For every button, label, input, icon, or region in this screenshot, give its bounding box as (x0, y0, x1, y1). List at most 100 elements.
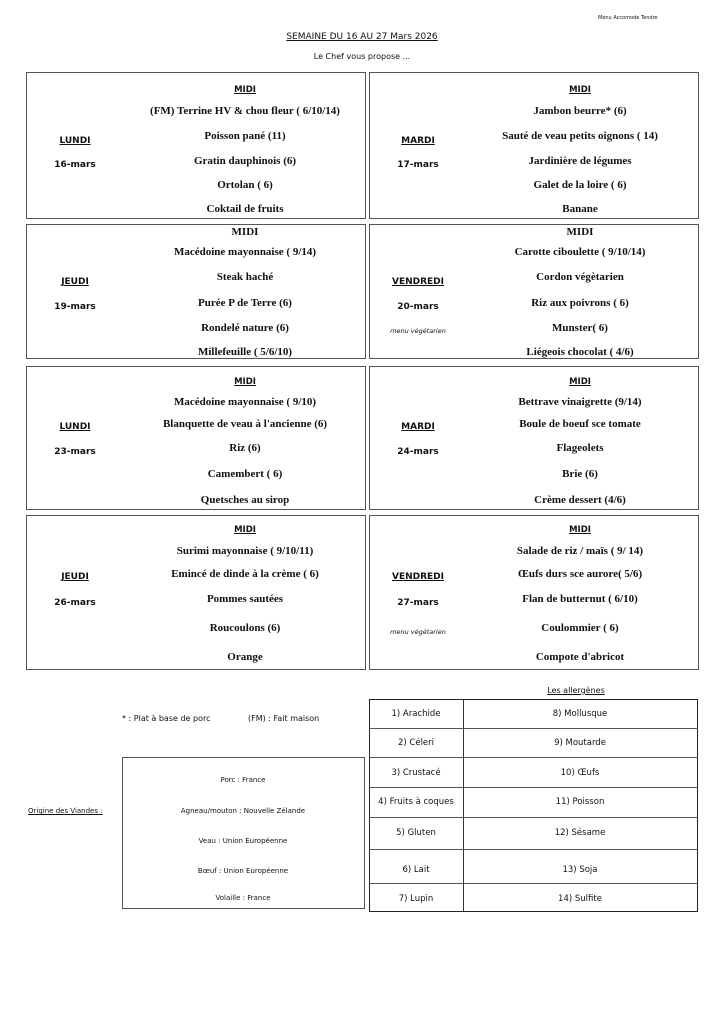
corner-note: Menu Accomode Tendre (598, 15, 658, 21)
allergens-row-line (369, 883, 698, 884)
dish: Carotte ciboulette ( 9/10/14) (514, 246, 646, 258)
dish: Flan de butternut ( 6/10) (522, 593, 638, 605)
meal-label: MIDI (234, 85, 256, 95)
dish: Banane (562, 203, 598, 215)
dish: Brie (6) (562, 468, 598, 480)
meal-label: MIDI (234, 377, 256, 387)
dish: Bettrave vinaigrette (9/14) (518, 396, 642, 408)
day-date: 23-mars (54, 447, 96, 457)
meal-label: MIDI (569, 525, 591, 535)
allergens-title: Les allergènes (547, 686, 605, 695)
day-name: VENDREDI (391, 572, 445, 582)
dish: Cordon végètarien (536, 271, 624, 283)
dish: Riz aux poivrons ( 6) (531, 297, 629, 309)
allergen-item: 7) Lupin (398, 894, 434, 904)
day-date: 24-mars (397, 447, 439, 457)
allergen-item: 14) Sulfite (558, 894, 602, 904)
allergen-item: 10) Œufs (560, 768, 600, 778)
day-box (369, 366, 699, 510)
day-box (369, 515, 699, 670)
day-name: LUNDI (59, 136, 91, 146)
dish: Surimi mayonnaise ( 9/10/11) (176, 545, 314, 557)
allergen-item: 11) Poisson (555, 797, 605, 807)
meal-label: MIDI (569, 85, 591, 95)
day-box (26, 72, 366, 219)
day-name: MARDI (401, 422, 435, 432)
dish: Rondelé nature (6) (201, 322, 289, 334)
allergens-row-line (369, 757, 698, 758)
meal-label: MIDI (231, 226, 259, 238)
allergen-item: 6) Lait (402, 865, 430, 875)
dish: Ortolan ( 6) (217, 179, 273, 191)
dish: Salade de riz / maïs ( 9/ 14) (516, 545, 644, 557)
dish: Purée P de Terre (6) (198, 297, 292, 309)
page-title: SEMAINE DU 16 AU 27 Mars 2026 (286, 32, 438, 42)
day-date: 26-mars (54, 598, 96, 608)
dish: Boule de boeuf sce tomate (519, 418, 641, 430)
dish: Camembert ( 6) (207, 468, 283, 480)
origin-item: Agneau/mouton : Nouvelle Zélande (180, 807, 306, 815)
dish: Sauté de veau petits oignons ( 14) (502, 130, 658, 142)
allergen-item: 5) Gluten (396, 828, 436, 838)
meal-label: MIDI (569, 377, 591, 387)
dish: Jambon beurre* (6) (533, 105, 627, 117)
dish: Millefeuille ( 5/6/10) (197, 346, 293, 358)
dish: Emincé de dinde à la crème ( 6) (171, 568, 319, 580)
day-name: VENDREDI (391, 277, 445, 287)
dish: Macédoine mayonnaise ( 9/14) (173, 246, 317, 258)
dish: Jardinière de légumes (528, 155, 632, 167)
meal-label: MIDI (234, 525, 256, 535)
dish: Roucoulons (6) (209, 622, 281, 634)
day-name: LUNDI (59, 422, 91, 432)
allergen-item: 4) Fruits à coques (378, 797, 454, 807)
dish: Crème dessert (4/6) (534, 494, 626, 506)
dish: Poisson pané (11) (204, 130, 286, 142)
dish: (FM) Terrine HV & chou fleur ( 6/10/14) (150, 105, 340, 117)
dish: Macédoine mayonnaise ( 9/10) (173, 396, 317, 408)
allergens-frame (369, 699, 698, 912)
day-box (369, 224, 699, 359)
dish: Œufs durs sce aurore( 5/6) (517, 568, 643, 580)
day-name: JEUDI (61, 277, 89, 287)
allergens-divider (463, 699, 464, 912)
legend-pork: * : Plat à base de porc (122, 714, 211, 723)
dish: Liégeois chocolat ( 4/6) (526, 346, 634, 358)
dish: Flageolets (556, 442, 604, 454)
dish: Pommes sautées (206, 593, 284, 605)
dish: Galet de la loire ( 6) (533, 179, 627, 191)
allergen-item: 9) Moutarde (554, 738, 606, 748)
day-box (26, 224, 366, 359)
day-date: 27-mars (397, 598, 439, 608)
day-name: MARDI (401, 136, 435, 146)
allergen-item: 13) Soja (562, 865, 598, 875)
allergens-row-line (369, 787, 698, 788)
allergen-item: 1) Arachide (391, 709, 441, 719)
dish: Compote d'abricot (535, 651, 625, 663)
allergen-item: 2) Céleri (397, 738, 435, 748)
origin-item: Veau : Union Européenne (198, 837, 288, 845)
day-box (369, 72, 699, 219)
meal-label: MIDI (566, 226, 594, 238)
origin-item: Bœuf : Union Européenne (197, 867, 289, 875)
day-date: 19-mars (54, 302, 96, 312)
origin-item: Porc : France (220, 776, 266, 784)
allergens-row-line (369, 817, 698, 818)
origins-label: Origine des Viandes : (28, 807, 103, 815)
legend-homemade: (FM) : Fait maison (248, 714, 320, 723)
origins-box (122, 757, 365, 909)
dish: Gratin dauphinois (6) (193, 155, 297, 167)
allergens-row-line (369, 728, 698, 729)
dish: Orange (227, 651, 263, 663)
day-name: JEUDI (61, 572, 89, 582)
menu-note: menu végétarien (390, 327, 446, 335)
dish: Steak haché (216, 271, 274, 283)
allergens-row-line (369, 849, 698, 850)
day-date: 20-mars (397, 302, 439, 312)
dish: Coktail de fruits (206, 203, 284, 215)
dish: Quetsches au sirop (200, 494, 290, 506)
allergen-item: 8) Mollusque (552, 709, 608, 719)
menu-note: menu végétarien (390, 628, 446, 636)
dish: Blanquette de veau à l'ancienne (6) (162, 418, 328, 430)
page-subtitle: Le Chef vous propose ... (313, 52, 411, 61)
dish: Munster( 6) (552, 322, 608, 334)
